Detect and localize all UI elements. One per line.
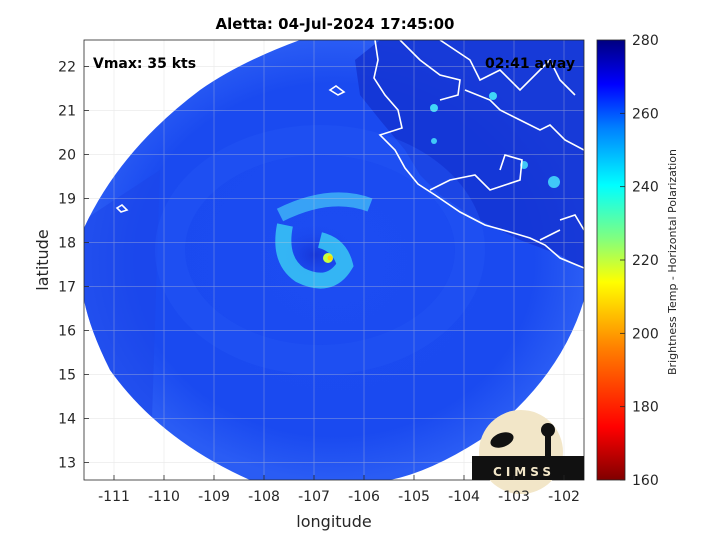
x-tick-label: -109 xyxy=(198,489,230,505)
y-tick-label: 17 xyxy=(58,279,76,295)
mexico-pacific-coast xyxy=(373,40,584,269)
x-tick-label: -102 xyxy=(548,489,580,505)
colorbar-tick-label: 260 xyxy=(632,106,659,122)
y-tick-label: 21 xyxy=(58,103,76,119)
convective-cell xyxy=(327,255,333,261)
land-convection xyxy=(431,138,437,144)
y-tick-label: 13 xyxy=(58,455,76,471)
land-convection xyxy=(489,92,497,100)
brightness-temperature-swath xyxy=(84,40,584,480)
x-tick-label: -111 xyxy=(98,489,130,505)
logo-text: CIMSS xyxy=(493,465,555,479)
x-tick-label: -108 xyxy=(248,489,280,505)
y-tick-label: 15 xyxy=(58,367,76,383)
x-tick-label: -106 xyxy=(348,489,380,505)
logo-dish xyxy=(490,432,514,448)
colorbar-tick-label: 220 xyxy=(632,253,659,269)
x-tick-label: -103 xyxy=(498,489,530,505)
colorbar-tick-label: 160 xyxy=(632,473,659,489)
x-axis: -111 -110 -109 -108 -107 -106 -105 -104 -103 -102 xyxy=(98,475,580,505)
x-axis-label: longitude xyxy=(296,512,371,531)
land-area xyxy=(355,40,584,270)
state-border xyxy=(399,40,584,241)
island xyxy=(115,203,129,213)
x-tick-label: -110 xyxy=(148,489,180,505)
vmax-label: Vmax: 35 kts xyxy=(93,56,196,72)
colorbar-ticks: 160 180 200 220 240 260 280 xyxy=(620,33,659,489)
inner-core-band xyxy=(275,223,354,289)
land-convection xyxy=(430,104,438,112)
chart-title: Aletta: 04-Jul-2024 17:45:00 xyxy=(216,15,455,33)
colorbar-label: Brightness Temp - Horizontal Polarizatio… xyxy=(666,149,679,375)
logo-ground xyxy=(472,456,584,480)
x-tick-label: -105 xyxy=(398,489,430,505)
y-axis: 13 14 15 16 17 18 19 20 21 22 xyxy=(58,59,89,471)
colorbar: 160 180 200 220 240 260 280 Brightness Temp - … xyxy=(596,33,679,489)
land-convection xyxy=(548,176,560,188)
cimss-logo: CIMSS xyxy=(472,410,584,494)
x-tick-label: -104 xyxy=(448,489,480,505)
y-tick-label: 22 xyxy=(58,59,76,75)
island xyxy=(328,85,346,96)
logo-tower-top xyxy=(541,423,555,437)
time-away-label: 02:41 away xyxy=(485,56,575,72)
y-tick-label: 18 xyxy=(58,235,76,251)
y-tick-label: 20 xyxy=(58,147,76,163)
convective-arc xyxy=(276,192,373,222)
colorbar-tick-label: 180 xyxy=(632,400,659,416)
outer-rainband xyxy=(155,125,485,375)
plot-border xyxy=(83,39,585,481)
y-axis-label: latitude xyxy=(33,229,52,290)
logo-tower xyxy=(545,432,551,458)
x-tick-label: -107 xyxy=(298,489,330,505)
gridlines xyxy=(84,40,584,480)
y-tick-label: 16 xyxy=(58,323,76,339)
y-tick-label: 14 xyxy=(58,411,76,427)
colorbar-tick-label: 280 xyxy=(632,33,659,49)
colorbar-tick-label: 240 xyxy=(632,180,659,196)
y-tick-label: 19 xyxy=(58,191,76,207)
coastline xyxy=(115,40,584,269)
colorbar-tick-label: 200 xyxy=(632,326,659,342)
